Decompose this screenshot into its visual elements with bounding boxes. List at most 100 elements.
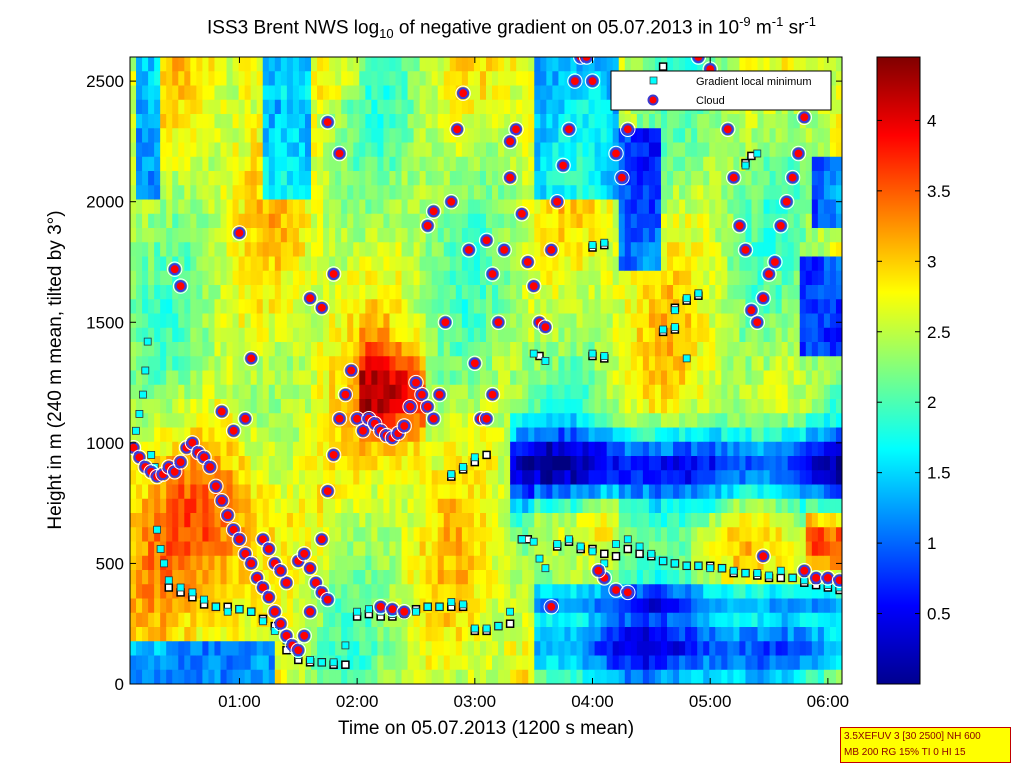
heatmap-cell <box>208 342 216 357</box>
heatmap-cell <box>642 399 650 414</box>
heatmap-cell <box>769 655 777 671</box>
heatmap-cell <box>244 114 252 129</box>
heatmap-cell <box>238 356 246 372</box>
heatmap-cell <box>763 370 771 386</box>
heatmap-cell <box>431 299 439 315</box>
heatmap-cell <box>479 285 487 300</box>
heatmap-cell <box>691 156 698 172</box>
chart-title: ISS3 Brent NWS log10 of negative gradien… <box>207 14 816 42</box>
heatmap-cell <box>304 270 312 286</box>
heatmap-cell <box>256 256 264 272</box>
heatmap-cell <box>558 413 566 429</box>
heatmap-cell <box>431 114 439 129</box>
heatmap-cell <box>401 498 409 514</box>
heatmap-cell <box>443 655 451 671</box>
heatmap-cell <box>648 213 656 229</box>
heatmap-cell <box>425 199 433 215</box>
heatmap-cell <box>172 299 179 315</box>
heatmap-cell <box>654 128 662 144</box>
heatmap-cell <box>570 669 578 684</box>
heatmap-cell <box>329 356 336 372</box>
heatmap-cell <box>739 669 747 684</box>
heatmap-cell <box>679 427 686 443</box>
heatmap-cell <box>576 256 584 272</box>
heatmap-cell <box>347 171 354 186</box>
heatmap-cell <box>763 114 771 129</box>
heatmap-cell <box>286 498 294 514</box>
heatmap-cell <box>660 213 668 229</box>
heatmap-cell <box>292 171 300 186</box>
heatmap-cell <box>763 584 771 600</box>
heatmap-cell <box>479 199 487 215</box>
heatmap-cell <box>244 342 252 357</box>
heatmap-cell <box>727 513 734 528</box>
heatmap-cell <box>636 384 644 400</box>
heatmap-cell <box>268 527 276 543</box>
heatmap-cell <box>679 270 686 286</box>
heatmap-cell <box>769 242 777 258</box>
heatmap-cell <box>721 327 728 343</box>
heatmap-cell <box>250 655 258 671</box>
heatmap-cell <box>516 57 523 72</box>
heatmap-cell <box>353 370 360 386</box>
heatmap-cell <box>413 327 421 343</box>
heatmap-cell <box>250 313 258 329</box>
heatmap-cell <box>667 655 674 671</box>
heatmap-cell <box>256 470 264 486</box>
heatmap-cell <box>437 342 445 357</box>
heatmap-cell <box>715 570 722 585</box>
heatmap-cell <box>449 299 457 315</box>
heatmap-cell <box>504 128 511 144</box>
heatmap-cell <box>781 185 789 201</box>
heatmap-cell <box>449 256 457 272</box>
heatmap-cell <box>588 199 596 215</box>
heatmap-cell <box>461 213 469 229</box>
heatmap-cell <box>178 85 185 101</box>
heatmap-cell <box>679 142 686 158</box>
heatmap-cell <box>685 612 692 628</box>
heatmap-cell <box>697 655 704 671</box>
heatmap-cell <box>286 99 294 115</box>
heatmap-cell <box>148 413 155 429</box>
heatmap-cell <box>280 598 288 614</box>
heatmap-cell <box>148 584 155 600</box>
heatmap-cell <box>673 114 680 129</box>
heatmap-cell <box>805 185 813 201</box>
heatmap-cell <box>142 57 149 72</box>
heatmap-cell <box>431 342 439 357</box>
heatmap-cell <box>395 655 403 671</box>
heatmap-cell <box>407 156 415 172</box>
heatmap-cell <box>691 313 698 329</box>
heatmap-cell <box>570 270 578 286</box>
heatmap-cell <box>371 185 378 201</box>
heatmap-cell <box>648 342 656 357</box>
heatmap-cell <box>685 342 692 357</box>
heatmap-cell <box>425 313 433 329</box>
heatmap-cell <box>244 456 252 471</box>
heatmap-cell <box>148 555 155 571</box>
heatmap-cell <box>353 627 360 642</box>
heatmap-cell <box>172 185 179 201</box>
heatmap-cell <box>383 242 391 258</box>
heatmap-cell <box>588 57 596 72</box>
heatmap-cell <box>341 313 348 329</box>
heatmap-cell <box>648 441 656 457</box>
heatmap-cell <box>256 128 264 144</box>
heatmap-cell <box>208 114 216 129</box>
heatmap-cell <box>166 555 173 571</box>
heatmap-cell <box>130 584 137 600</box>
heatmap-cell <box>534 213 541 229</box>
heatmap-cell <box>697 185 704 201</box>
heatmap-cell <box>582 199 590 215</box>
heatmap-cell <box>359 470 366 486</box>
heatmap-cell <box>709 584 716 600</box>
heatmap-cell <box>184 57 191 72</box>
heatmap-cell <box>178 242 185 258</box>
heatmap-cell <box>679 570 686 585</box>
heatmap-cell <box>582 484 590 500</box>
heatmap-cell <box>304 242 312 258</box>
heatmap-cell <box>455 327 463 343</box>
heatmap-cell <box>341 99 348 115</box>
heatmap-cell <box>274 228 282 243</box>
heatmap-cell <box>461 513 469 528</box>
